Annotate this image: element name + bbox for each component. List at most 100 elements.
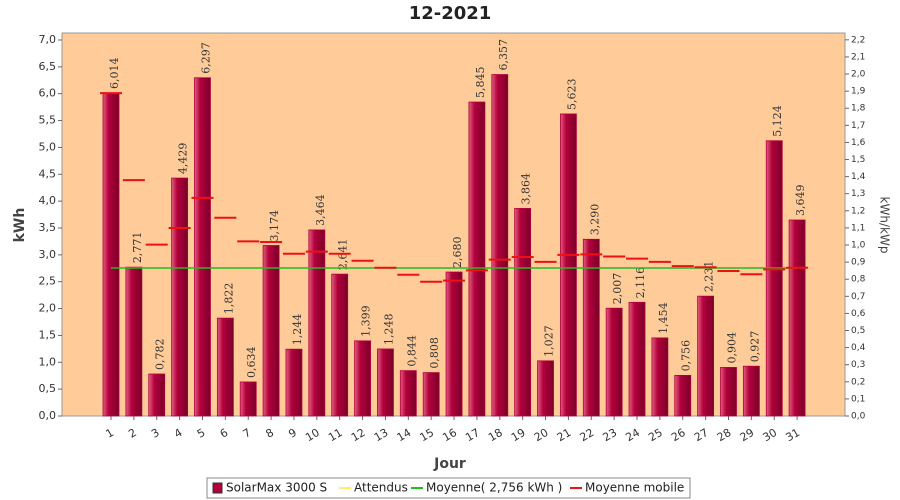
bar — [216, 317, 234, 417]
y2-tick-label: 2,1 — [851, 52, 865, 62]
x-tick-label: 3 — [149, 426, 162, 441]
legend-swatch — [212, 482, 223, 494]
y-tick-label: 0,5 — [39, 382, 57, 395]
x-tick-label: 16 — [440, 426, 459, 444]
bar — [560, 113, 577, 417]
value-label: 0,782 — [154, 338, 167, 370]
bar — [720, 367, 737, 417]
value-label: 2,007 — [611, 273, 624, 305]
x-tick-label: 30 — [761, 426, 780, 444]
value-label: 5,845 — [474, 67, 487, 99]
legend — [206, 477, 691, 499]
y-tick-label: 3,5 — [39, 221, 57, 234]
x-tick-label: 4 — [172, 426, 185, 441]
bar — [125, 266, 143, 417]
y2-tick-label: 2,0 — [851, 70, 866, 80]
y2-tick-label: 1,5 — [851, 155, 865, 165]
y-tick-label: 2,5 — [39, 275, 57, 288]
y2-tick-label: 1,1 — [851, 223, 865, 233]
y-tick-label: 1,5 — [39, 328, 57, 341]
value-label: 6,297 — [199, 42, 212, 74]
bar — [308, 229, 326, 417]
x-tick-label: 29 — [738, 426, 757, 444]
bar — [582, 238, 600, 417]
y2-tick-label: 1,3 — [851, 189, 865, 199]
y2-tick-label: 0,4 — [851, 343, 866, 353]
y-tick-label: 2,0 — [39, 302, 57, 315]
legend-label: Attendus — [354, 481, 408, 495]
bar — [239, 381, 257, 417]
y2-tick-label: 0,7 — [851, 292, 865, 302]
x-tick-label: 20 — [532, 426, 551, 444]
y-axis-title: kWh — [12, 208, 28, 243]
y2-tick-label: 0,6 — [851, 309, 866, 319]
x-tick-label: 26 — [669, 426, 688, 444]
legend-label: SolarMax 3000 S — [226, 481, 327, 495]
x-tick-label: 13 — [372, 426, 391, 444]
value-label: 0,634 — [245, 346, 258, 378]
bar — [697, 295, 715, 417]
x-tick-label: 25 — [646, 426, 665, 444]
x-tick-label: 21 — [555, 426, 574, 444]
x-axis-title: Jour — [433, 456, 466, 472]
bar — [331, 273, 349, 417]
y-tick-label: 4,5 — [39, 167, 57, 180]
y-tick-label: 0,0 — [39, 409, 57, 422]
value-label: 3,649 — [794, 184, 807, 216]
y-tick-label: 6,0 — [39, 87, 57, 100]
value-label: 4,429 — [177, 143, 190, 175]
x-tick-label: 28 — [715, 426, 734, 444]
y-tick-label: 5,5 — [39, 114, 57, 127]
x-tick-label: 24 — [623, 426, 642, 444]
bar — [674, 374, 692, 417]
value-label: 1,399 — [360, 305, 373, 337]
value-label: 2,680 — [451, 237, 464, 269]
x-tick-label: 10 — [303, 426, 322, 444]
x-tick-label: 19 — [509, 426, 528, 444]
bar — [468, 101, 486, 417]
bar — [422, 372, 440, 417]
x-tick-label: 14 — [395, 426, 414, 444]
bar — [262, 245, 280, 417]
value-label: 0,904 — [725, 332, 738, 364]
y-tick-label: 3,0 — [39, 248, 57, 261]
y2-tick-label: 1,9 — [851, 87, 866, 97]
bar — [148, 373, 166, 417]
value-label: 2,231 — [703, 261, 716, 293]
value-label: 5,124 — [771, 105, 784, 137]
value-label: 5,623 — [565, 78, 578, 110]
x-tick-label: 15 — [418, 426, 437, 444]
y-tick-label: 6,5 — [39, 60, 57, 73]
y2-tick-label: 1,6 — [851, 138, 866, 148]
value-label: 0,756 — [680, 340, 693, 372]
y2-tick-label: 1,2 — [851, 206, 865, 216]
y-tick-label: 7,0 — [39, 33, 57, 46]
x-tick-label: 9 — [286, 426, 299, 441]
y2-tick-label: 0,8 — [851, 275, 866, 285]
value-label: 1,454 — [657, 302, 670, 334]
bar — [514, 208, 532, 417]
bar — [742, 365, 760, 417]
bar — [605, 307, 623, 417]
x-tick-label: 17 — [463, 426, 482, 444]
y2-tick-label: 0,5 — [851, 326, 865, 336]
x-tick-label: 1 — [103, 426, 116, 441]
value-label: 2,771 — [131, 232, 144, 264]
x-tick-label: 8 — [264, 426, 277, 441]
x-tick-label: 5 — [195, 426, 208, 441]
value-label: 2,116 — [634, 267, 647, 299]
bar — [651, 337, 669, 417]
y2-tick-label: 1,4 — [851, 172, 866, 182]
y2-tick-label: 2,2 — [851, 35, 865, 45]
legend-label: Moyenne mobile — [585, 481, 684, 495]
value-label: 0,844 — [405, 335, 418, 367]
bar — [102, 92, 120, 417]
y-tick-label: 4,0 — [39, 194, 57, 207]
y2-tick-label: 1,7 — [851, 121, 865, 131]
value-label: 3,864 — [520, 173, 533, 205]
chart-title: 12-2021 — [409, 3, 492, 24]
bar — [354, 340, 371, 417]
y2-tick-label: 0,1 — [851, 394, 865, 404]
x-tick-label: 6 — [218, 426, 231, 441]
